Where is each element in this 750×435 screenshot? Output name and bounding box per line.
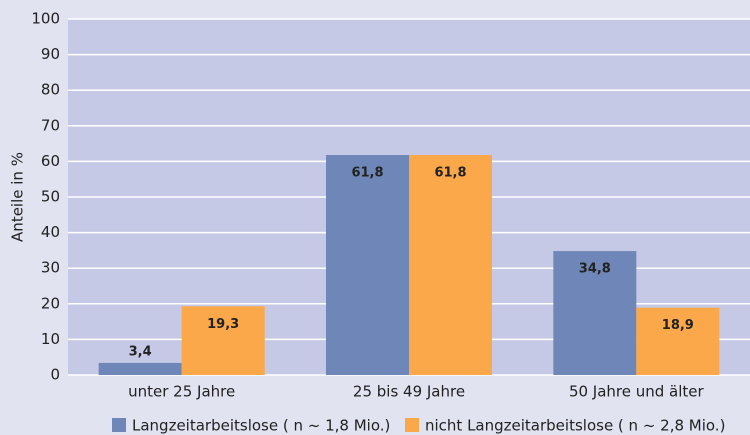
value-label: 61,8 bbox=[351, 165, 383, 180]
y-axis-label: Anteile in % bbox=[9, 152, 27, 242]
legend-label: nicht Langzeitarbeitslose ( n ~ 2,8 Mio.… bbox=[425, 417, 725, 435]
bar bbox=[181, 306, 265, 375]
value-label: 19,3 bbox=[207, 317, 239, 332]
y-tick-label: 10 bbox=[41, 330, 60, 348]
y-tick-label: 70 bbox=[41, 116, 60, 134]
bar bbox=[326, 154, 409, 375]
bar bbox=[553, 251, 637, 375]
x-tick-label: 50 Jahre und älter bbox=[569, 383, 705, 401]
value-label: 34,8 bbox=[579, 262, 611, 277]
y-tick-label: 40 bbox=[41, 223, 60, 241]
y-tick-label: 0 bbox=[50, 366, 60, 384]
y-tick-label: 90 bbox=[41, 45, 60, 63]
y-tick-label: 80 bbox=[41, 81, 60, 99]
y-tick-label: 50 bbox=[41, 188, 60, 206]
legend-swatch bbox=[405, 418, 419, 432]
value-label: 61,8 bbox=[434, 165, 466, 180]
y-tick-label: 30 bbox=[41, 259, 60, 277]
value-label: 18,9 bbox=[662, 318, 694, 333]
x-tick-label: unter 25 Jahre bbox=[128, 383, 235, 401]
legend-swatch bbox=[112, 418, 126, 432]
bar bbox=[636, 307, 720, 375]
x-tick-label: 25 bis 49 Jahre bbox=[353, 383, 465, 401]
value-label: 3,4 bbox=[129, 344, 152, 359]
bar bbox=[409, 154, 492, 375]
y-tick-label: 100 bbox=[31, 10, 60, 28]
y-tick-label: 20 bbox=[41, 294, 60, 312]
bar bbox=[98, 362, 182, 375]
legend-label: Langzeitarbeitslose ( n ~ 1,8 Mio.) bbox=[132, 417, 390, 435]
y-tick-label: 60 bbox=[41, 152, 60, 170]
